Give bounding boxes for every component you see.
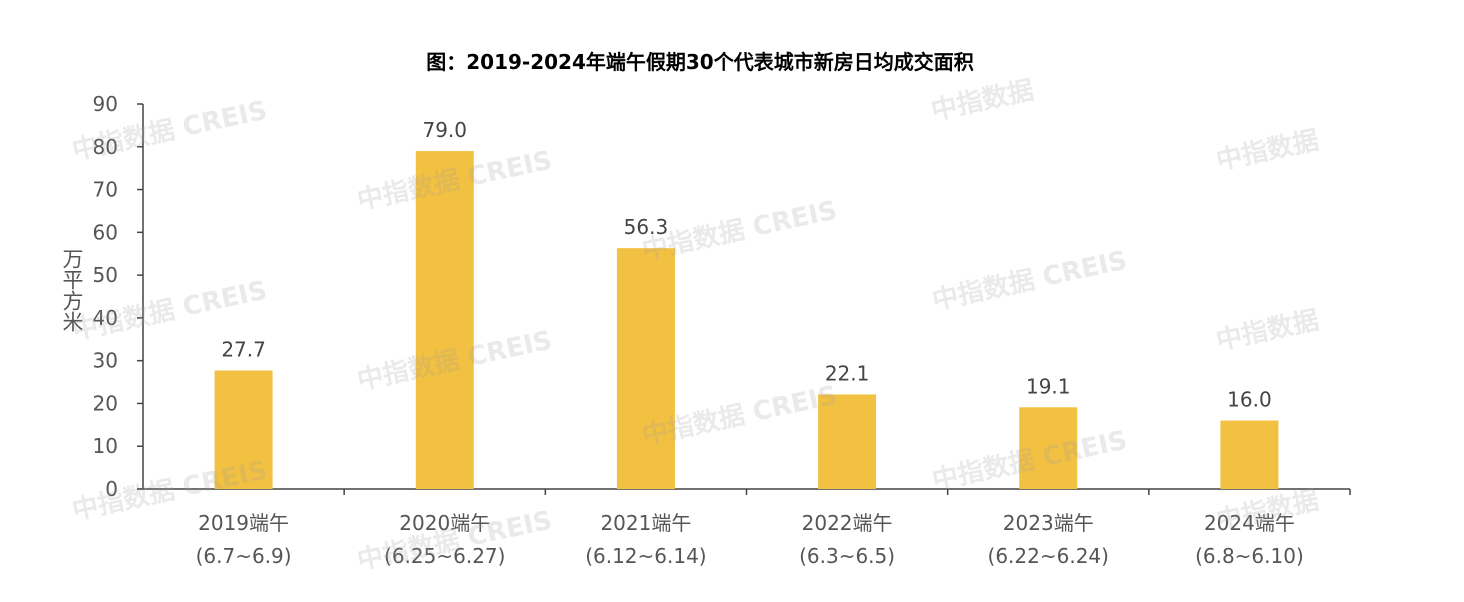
y-tick-label: 40 bbox=[93, 306, 118, 330]
bars bbox=[214, 151, 1279, 490]
y-tick-label: 50 bbox=[93, 263, 118, 287]
y-tick-label: 60 bbox=[93, 220, 118, 244]
x-tick-sublabel: (6.22~6.24) bbox=[988, 544, 1109, 568]
y-tick-label: 0 bbox=[105, 477, 118, 501]
y-tick-label: 80 bbox=[93, 135, 118, 159]
x-tick-label: 2019端午 bbox=[198, 511, 289, 535]
x-tick-sublabel: (6.3~6.5) bbox=[799, 544, 895, 568]
bar bbox=[415, 151, 474, 490]
y-tick-label: 30 bbox=[93, 349, 118, 373]
data-label: 16.0 bbox=[1227, 388, 1272, 412]
data-label: 22.1 bbox=[825, 361, 870, 385]
x-tick-label: 2023端午 bbox=[1003, 511, 1094, 535]
x-tick-label: 2022端午 bbox=[802, 511, 893, 535]
x-tick-sublabel: (6.7~6.9) bbox=[196, 544, 292, 568]
bar bbox=[1220, 420, 1279, 489]
data-label: 56.3 bbox=[624, 215, 669, 239]
axes bbox=[137, 103, 1351, 495]
x-tick-sublabel: (6.25~6.27) bbox=[384, 544, 505, 568]
x-tick-sublabel: (6.12~6.14) bbox=[585, 544, 706, 568]
y-tick-label: 10 bbox=[93, 434, 118, 458]
x-tick-sublabel: (6.8~6.10) bbox=[1195, 544, 1304, 568]
bar bbox=[616, 248, 675, 489]
bar bbox=[214, 370, 273, 489]
labels: 0 10 20 30 40 50 60 70 80 90 27.7 2019端午 (6.7~6.9) 79… bbox=[93, 92, 1304, 568]
y-tick-label: 70 bbox=[93, 178, 118, 202]
data-label: 19.1 bbox=[1026, 374, 1071, 398]
chart-title: 图：2019-2024年端午假期30个代表城市新房日均成交面积 bbox=[426, 50, 974, 74]
bar bbox=[818, 394, 877, 489]
data-label: 27.7 bbox=[221, 338, 266, 362]
y-tick-label: 90 bbox=[93, 92, 118, 116]
y-tick-label: 20 bbox=[93, 391, 118, 415]
x-tick-label: 2024端午 bbox=[1204, 511, 1295, 535]
x-tick-label: 2021端午 bbox=[600, 511, 691, 535]
data-label: 79.0 bbox=[422, 118, 467, 142]
y-axis-label: 万平方米 bbox=[60, 248, 84, 332]
x-tick-label: 2020端午 bbox=[399, 511, 490, 535]
bar bbox=[1019, 407, 1078, 489]
